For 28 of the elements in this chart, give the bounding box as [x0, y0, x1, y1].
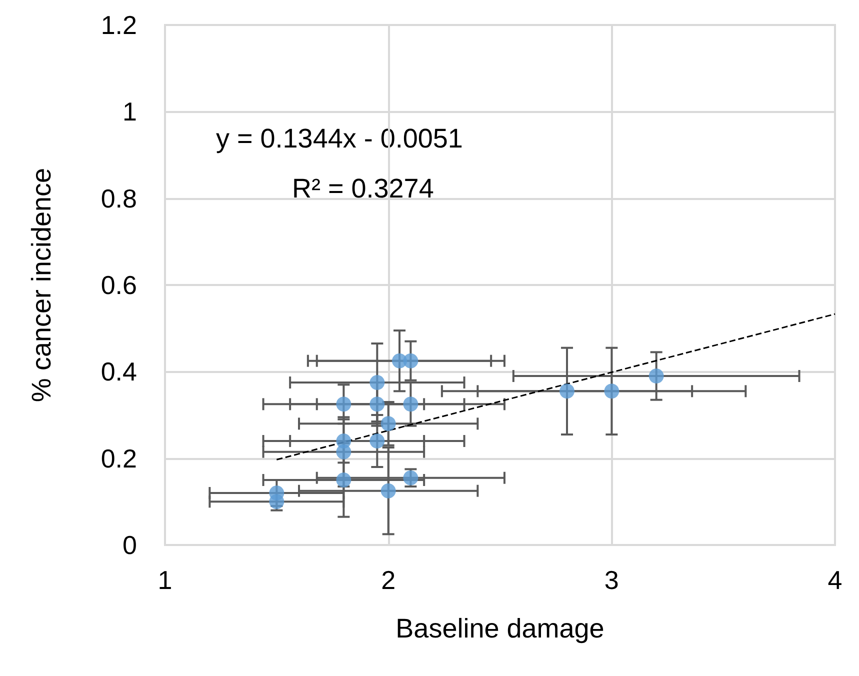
- point: [403, 353, 418, 368]
- y-axis-title: % cancer incidence: [26, 168, 56, 402]
- x-axis-title: Baseline damage: [396, 614, 604, 644]
- point: [336, 434, 352, 448]
- y-tick-label: 0.6: [100, 270, 137, 300]
- point: [560, 384, 574, 399]
- point: [604, 384, 620, 399]
- x-tick-label: 2: [381, 565, 396, 595]
- point: [403, 396, 418, 412]
- annotation: R² = 0.3274: [292, 174, 434, 204]
- y-tick-label: 0: [122, 530, 137, 560]
- x-tick-label: 1: [158, 565, 172, 595]
- y-tick-label: 0.8: [100, 183, 137, 214]
- point: [370, 434, 385, 448]
- x-tick-label: 3: [604, 565, 619, 595]
- point: [648, 368, 664, 384]
- y-tick-label: 0.4: [100, 356, 137, 387]
- annotation: y = 0.1344x - 0.0051: [216, 124, 463, 154]
- point: [336, 396, 352, 412]
- point: [380, 483, 396, 498]
- y-tick-label: 1.2: [100, 10, 137, 40]
- y-tick-label: 1: [122, 96, 137, 127]
- x-tick-label: 4: [828, 565, 842, 595]
- point: [370, 396, 385, 412]
- point: [370, 375, 385, 390]
- point: [336, 472, 352, 488]
- y-tick-label: 0.2: [100, 443, 137, 474]
- point: [380, 416, 396, 432]
